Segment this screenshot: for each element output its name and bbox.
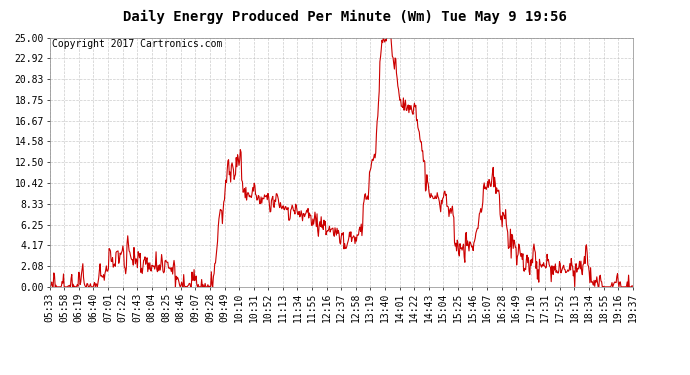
Text: Daily Energy Produced Per Minute (Wm) Tue May 9 19:56: Daily Energy Produced Per Minute (Wm) Tu… (123, 9, 567, 24)
Text: Copyright 2017 Cartronics.com: Copyright 2017 Cartronics.com (52, 39, 222, 50)
Text: Power Produced  (watts/minute): Power Produced (watts/minute) (445, 23, 618, 32)
